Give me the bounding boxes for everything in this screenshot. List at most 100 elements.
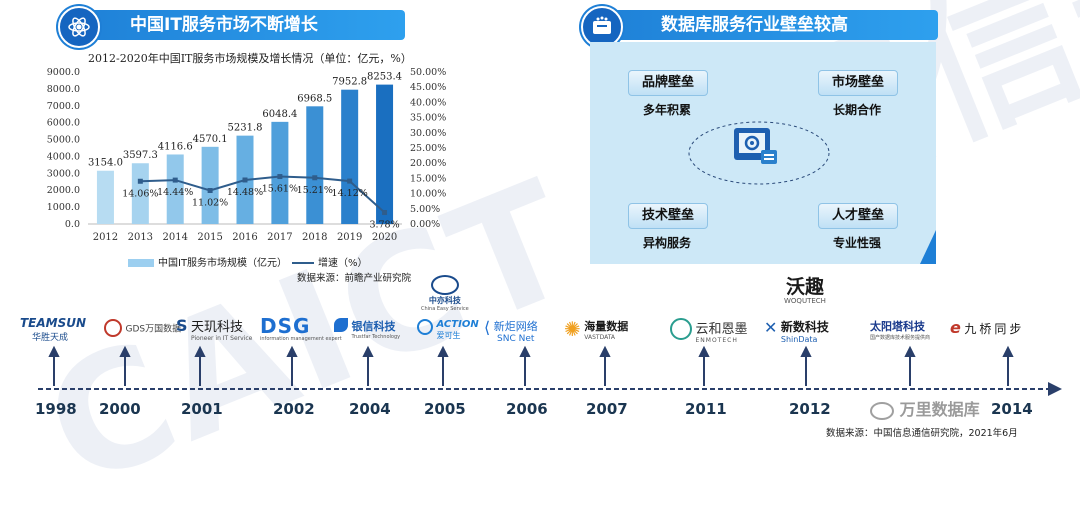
y-left-tick-label: 2000.0 xyxy=(47,185,80,196)
growth-value-label: 14.44% xyxy=(157,187,193,198)
y-left-tick-label: 7000.0 xyxy=(47,101,80,112)
timeline-source: 数据来源：中国信息通信研究院，2021年6月 xyxy=(826,428,1018,439)
timeline-year: 1998 xyxy=(35,400,77,418)
logo-sunyata-sub: 国产数据库技术服务提供商 xyxy=(870,335,931,341)
timeline-year: 2007 xyxy=(586,400,628,418)
wechat-icon xyxy=(870,401,894,420)
y-right-tick-label: 30.00% xyxy=(410,128,446,139)
logo-xinju: ⟨ 新炬网络 SNC Net xyxy=(484,318,538,344)
logo-jiuqiao-name: 九桥同步 xyxy=(964,322,1025,336)
timeline-year: 2014 xyxy=(991,400,1033,418)
bar xyxy=(131,163,149,224)
y-right-tick-label: 20.00% xyxy=(410,158,446,169)
market-barrier-sub: 长期合作 xyxy=(832,103,881,117)
logo-dsg-sub: information management expert xyxy=(260,336,342,342)
x-tick-label: 2019 xyxy=(337,232,362,243)
logo-woqu-sub: WOQUTECH xyxy=(784,297,826,305)
logo-zhongyi-name: 中亦科技 xyxy=(428,296,461,305)
legend-bar-swatch xyxy=(128,259,154,267)
y-right-tick-label: 45.00% xyxy=(410,82,446,93)
growth-value-label: 14.12% xyxy=(332,188,368,199)
y-left-tick-label: 4000.0 xyxy=(47,151,80,162)
y-left-tick-label: 1000.0 xyxy=(47,202,80,213)
x-tick-label: 2018 xyxy=(302,232,327,243)
y-left-tick-label: 5000.0 xyxy=(47,135,80,146)
timeline-arrow-head xyxy=(362,345,374,357)
growth-point xyxy=(382,210,388,216)
talent-barrier-sub: 专业性强 xyxy=(832,236,881,250)
timeline-year: 2005 xyxy=(424,400,466,418)
growth-value-label: 14.48% xyxy=(227,187,263,198)
y-left-tick-label: 9000.0 xyxy=(47,67,80,78)
zhongyi-icon xyxy=(430,275,459,295)
logo-sunyata-name: 太阳塔科技 xyxy=(870,320,925,333)
left-banner: 中国IT服务市场不断增长 xyxy=(58,6,405,48)
right-banner: 数据库服务行业壁垒较高 xyxy=(581,6,938,48)
logo-vastdata: ✺ 海量数据 VASTDATA xyxy=(564,318,628,341)
growth-value-label: 11.02% xyxy=(192,197,228,208)
bar-value-label: 4570.1 xyxy=(193,134,228,145)
growth-point xyxy=(312,175,318,181)
legend-line-swatch xyxy=(292,262,314,264)
market-chart: 0.0 1000.0 2000.0 3000.0 4000.0 5000.0 6000.0 7… xyxy=(47,67,446,243)
bar xyxy=(306,106,324,224)
logo-gds: GDS万国数据 xyxy=(104,319,181,337)
timeline-arrow-head xyxy=(48,345,60,357)
right-banner-title: 数据库服务行业壁垒较高 xyxy=(661,15,848,35)
bar-value-label: 5231.8 xyxy=(228,123,263,134)
timeline-arrow-head xyxy=(437,345,449,357)
timeline-arrow-head xyxy=(800,345,812,357)
bar-value-label: 3597.3 xyxy=(123,150,158,161)
y-left-tick-label: 6000.0 xyxy=(47,118,80,129)
logo-gds-name: GDS万国数据 xyxy=(125,324,182,335)
y-right-tick-label: 35.00% xyxy=(410,113,446,124)
logo-enmotech-sub: ENMOTECH xyxy=(695,337,738,344)
action-icon xyxy=(417,319,433,335)
timeline-year: 2000 xyxy=(99,400,141,418)
timeline-year: 2006 xyxy=(506,400,548,418)
logo-zhongyi-sub: China Easy Service xyxy=(421,306,469,312)
logo-sunyata: 太阳塔科技 国产数据库技术服务提供商 xyxy=(870,318,930,341)
logo-jiuqiao: e 九桥同步 xyxy=(950,318,1024,337)
chart-title: 2012-2020年中国IT服务市场规模及增长情况（单位：亿元，%） xyxy=(88,52,412,65)
logo-tianji-sub: Pioneer in IT Service xyxy=(191,335,253,342)
bar xyxy=(96,170,114,224)
legend-line: 增速（%） xyxy=(292,254,368,269)
database-icon xyxy=(581,6,623,48)
tianji-icon: S xyxy=(176,316,188,335)
bar xyxy=(376,84,394,224)
logo-vastdata-sub: VASTDATA xyxy=(584,334,616,341)
bar-value-label: 6048.4 xyxy=(262,109,297,120)
bar-value-label: 4116.6 xyxy=(158,141,193,152)
y-right-tick-label: 10.00% xyxy=(410,189,446,200)
logo-shindata: ✕ 新数科技 ShinData xyxy=(764,318,829,344)
bar xyxy=(201,146,219,224)
logo-shindata-name: 新数科技 xyxy=(780,320,829,334)
y-right-tick-label: 5.00% xyxy=(410,204,440,215)
tech-barrier-sub: 异构服务 xyxy=(642,236,691,250)
bar-value-label: 7952.8 xyxy=(332,77,367,88)
y-left-tick-label: 0.0 xyxy=(65,219,80,230)
logo-enmotech-name: 云和恩墨 xyxy=(695,322,748,337)
logo-zhongyi: 中亦科技 China Easy Service xyxy=(421,275,469,312)
wechat-watermark: 万里数据库 xyxy=(870,396,980,420)
bar xyxy=(166,154,184,224)
logo-xinju-sub: SNC Net xyxy=(497,334,535,344)
growth-point xyxy=(137,178,143,184)
atom-icon xyxy=(58,6,100,48)
wechat-watermark-text: 万里数据库 xyxy=(899,400,980,419)
jiuqiao-icon: e xyxy=(950,318,961,337)
logo-shindata-sub: ShinData xyxy=(780,335,818,344)
logo-action-sub: 爱可生 xyxy=(436,331,461,340)
market-barrier-title: 市场壁垒 xyxy=(818,70,898,96)
x-tick-label: 2020 xyxy=(372,232,397,243)
timeline-arrow-head xyxy=(599,345,611,357)
growth-value-label: 15.21% xyxy=(297,185,333,196)
brand-barrier-title: 品牌壁垒 xyxy=(628,70,708,96)
x-tick-label: 2017 xyxy=(267,232,292,243)
timeline-year: 2012 xyxy=(789,400,831,418)
logo-teamsun: TEAMSUN 华胜天成 xyxy=(20,316,86,343)
tech-barrier-title: 技术壁垒 xyxy=(628,203,708,229)
x-tick-label: 2014 xyxy=(162,232,187,243)
bar xyxy=(271,121,289,224)
